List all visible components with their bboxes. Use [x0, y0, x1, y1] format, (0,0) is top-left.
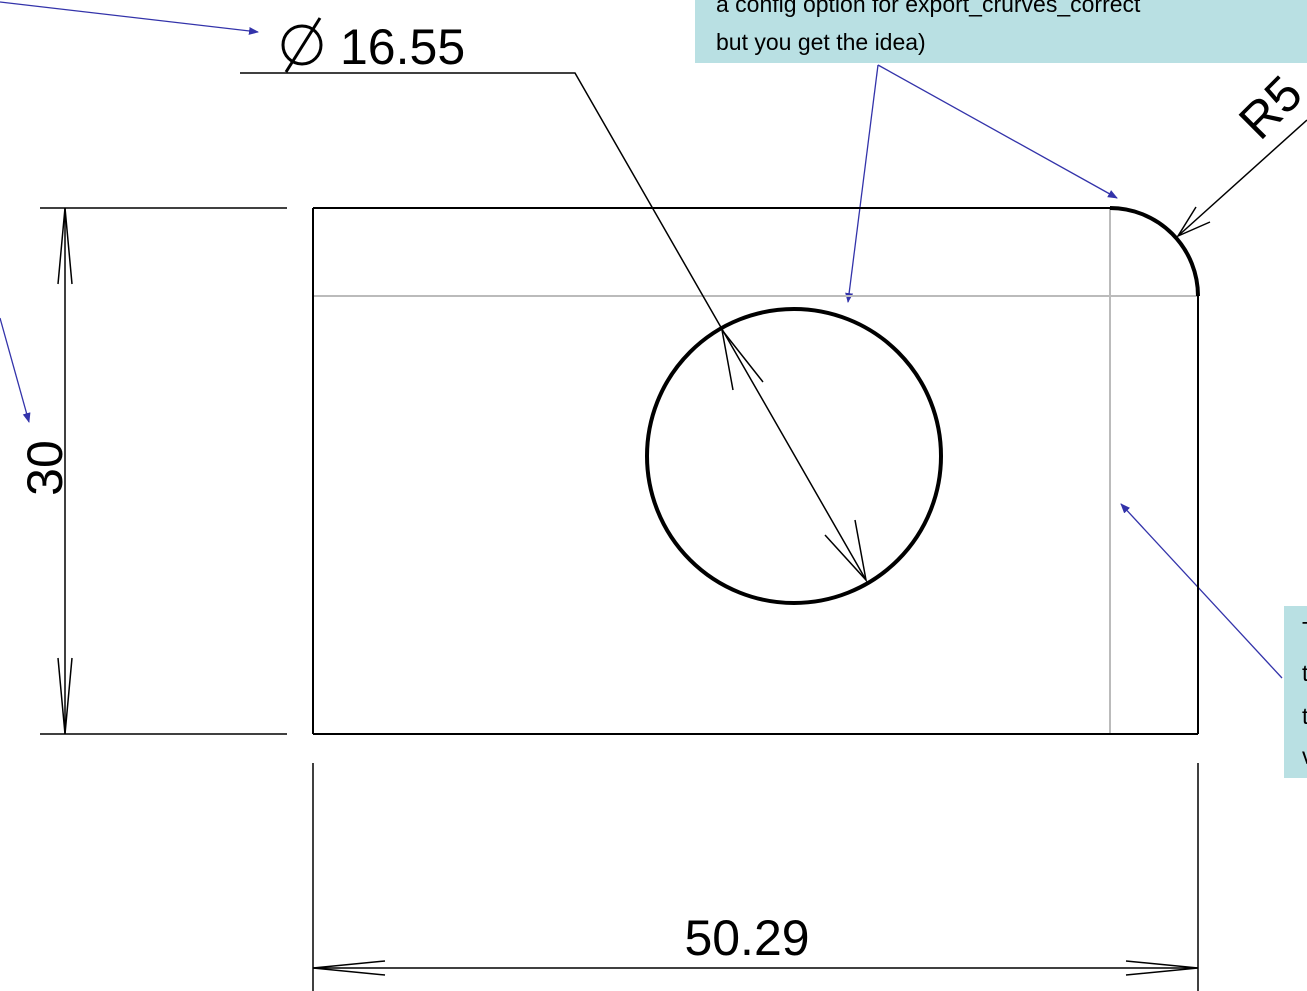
width-label: 50.29 — [684, 910, 809, 966]
callout-line: t — [1302, 660, 1307, 686]
top-callout-box — [695, 0, 1307, 63]
dimension-lines — [40, 17, 1307, 991]
height-label: 30 — [17, 440, 73, 496]
diameter-label: 16.55 — [340, 19, 465, 75]
callout-arrows — [0, 1, 1283, 679]
callout-line: a config option for export_crurves_corre… — [716, 0, 1141, 17]
callout-line: T — [1302, 617, 1307, 643]
construction-lines — [313, 208, 1198, 734]
callout-line: v — [1302, 743, 1307, 769]
callout-line: but you get the idea) — [716, 29, 926, 55]
right-callout-box — [1284, 606, 1307, 778]
radius-label: R5 — [1228, 65, 1307, 150]
part-outline — [312, 206, 1200, 735]
callout-line: t — [1302, 703, 1307, 729]
